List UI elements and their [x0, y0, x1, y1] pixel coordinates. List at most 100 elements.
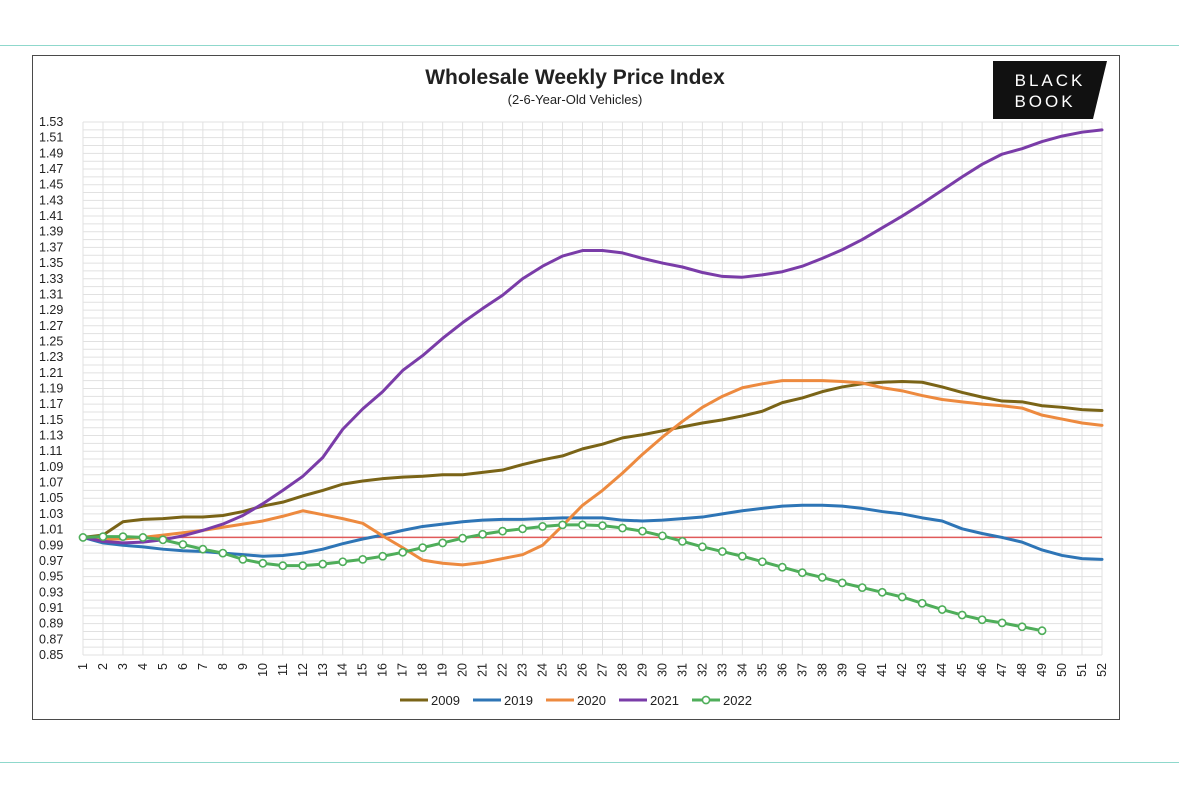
y-tick-label: 1.11 — [39, 444, 62, 458]
legend: 2009 2019 2020 2021 2022 — [400, 693, 752, 708]
x-tick-label: 3 — [116, 663, 130, 670]
point-2022 — [937, 605, 947, 614]
point-2022 — [797, 568, 807, 578]
x-tick-label: 9 — [236, 663, 250, 670]
x-axis-ticks: 1 2 3 4 5 6 7 8 9 10 11 12 13 14 15 16 17 18 19 20 21 22 23 24 2… — [76, 663, 1109, 677]
point-2022 — [638, 526, 647, 536]
y-tick-label: 1.21 — [39, 366, 63, 380]
series-line-2021 — [81, 128, 1104, 545]
chart-subtitle: (2-6-Year-Old Vehicles) — [507, 92, 643, 107]
point-2022 — [757, 557, 767, 567]
x-tick-label: 32 — [695, 663, 709, 677]
point-2022 — [717, 547, 727, 556]
point-2022 — [877, 587, 887, 597]
x-tick-label: 17 — [396, 663, 410, 677]
x-tick-label: 39 — [835, 663, 849, 677]
point-2022 — [298, 561, 308, 571]
point-2022 — [697, 542, 707, 552]
y-tick-label: 1.25 — [39, 334, 63, 348]
series-line-2019 — [81, 503, 1104, 561]
legend-label-2019: 2019 — [504, 693, 533, 708]
y-tick-label: 1.19 — [39, 382, 63, 396]
x-tick-label: 14 — [336, 663, 350, 677]
x-tick-label: 11 — [276, 663, 290, 676]
x-tick-label: 2 — [96, 663, 110, 670]
x-tick-label: 44 — [935, 663, 949, 677]
y-tick-label: 1.53 — [39, 115, 63, 129]
bottom-divider — [0, 762, 1179, 763]
point-2022 — [138, 533, 148, 542]
y-tick-label: 1.35 — [39, 256, 63, 270]
point-2022 — [618, 523, 627, 533]
y-tick-label: 1.13 — [39, 429, 63, 443]
point-2022 — [857, 583, 867, 592]
y-tick-label: 1.51 — [39, 131, 63, 145]
x-tick-label: 15 — [356, 663, 370, 677]
x-tick-label: 52 — [1095, 663, 1109, 677]
point-2022 — [997, 618, 1007, 628]
x-tick-label: 1 — [76, 663, 90, 670]
y-tick-label: 1.09 — [39, 460, 63, 474]
y-tick-label: 1.15 — [39, 413, 63, 427]
point-2022 — [418, 543, 428, 553]
x-tick-label: 25 — [556, 663, 570, 677]
x-tick-label: 5 — [156, 663, 170, 670]
gridlines — [82, 121, 1103, 656]
point-2022 — [178, 540, 188, 549]
y-tick-label: 0.85 — [39, 648, 63, 662]
x-tick-label: 24 — [536, 663, 550, 677]
point-2022 — [238, 554, 248, 564]
x-tick-label: 7 — [196, 663, 210, 670]
x-tick-label: 35 — [755, 663, 769, 677]
y-tick-label: 1.41 — [39, 209, 63, 223]
x-tick-label: 51 — [1075, 663, 1089, 677]
y-tick-label: 1.31 — [39, 287, 63, 301]
y-tick-label: 1.01 — [39, 523, 63, 537]
point-2022 — [777, 562, 787, 572]
x-tick-label: 34 — [735, 663, 749, 677]
point-2022 — [398, 547, 408, 557]
y-tick-label: 1.23 — [39, 350, 63, 364]
x-tick-label: 29 — [635, 663, 649, 677]
point-2022 — [258, 558, 268, 568]
x-tick-label: 49 — [1035, 663, 1049, 677]
point-2022 — [957, 610, 967, 620]
x-tick-label: 41 — [875, 663, 889, 677]
x-tick-label: 30 — [655, 663, 669, 677]
x-tick-label: 16 — [376, 663, 390, 677]
x-tick-label: 47 — [995, 663, 1009, 677]
x-tick-label: 38 — [815, 663, 829, 677]
y-tick-label: 0.87 — [39, 632, 63, 646]
x-tick-label: 40 — [855, 663, 869, 677]
x-tick-label: 48 — [1015, 663, 1029, 677]
y-tick-label: 1.29 — [39, 303, 63, 317]
x-tick-label: 21 — [476, 663, 490, 677]
y-tick-label: 0.93 — [39, 585, 63, 599]
x-tick-label: 10 — [256, 663, 270, 677]
point-2022 — [658, 531, 667, 541]
point-2022 — [498, 526, 507, 536]
x-tick-label: 8 — [216, 663, 230, 670]
point-2022 — [338, 557, 348, 567]
x-tick-label: 22 — [496, 663, 510, 677]
y-tick-label: 1.45 — [39, 178, 63, 192]
point-2022 — [118, 532, 128, 542]
point-2022 — [438, 538, 448, 548]
series-lines — [78, 128, 1104, 636]
black-book-logo: BLACK BOOK — [993, 61, 1107, 119]
point-2022 — [1017, 622, 1027, 632]
x-tick-label: 6 — [176, 663, 190, 670]
point-2022 — [598, 521, 607, 531]
y-tick-label: 1.17 — [39, 397, 63, 411]
y-tick-label: 1.07 — [39, 476, 63, 490]
y-tick-label: 1.37 — [39, 240, 63, 254]
point-2022 — [538, 522, 547, 531]
point-2022 — [518, 524, 527, 534]
y-tick-label: 1.27 — [39, 319, 63, 333]
point-2022 — [897, 592, 907, 602]
x-tick-label: 28 — [615, 663, 629, 677]
point-2022 — [817, 573, 827, 582]
point-2022 — [318, 559, 328, 569]
point-2022 — [737, 551, 747, 561]
